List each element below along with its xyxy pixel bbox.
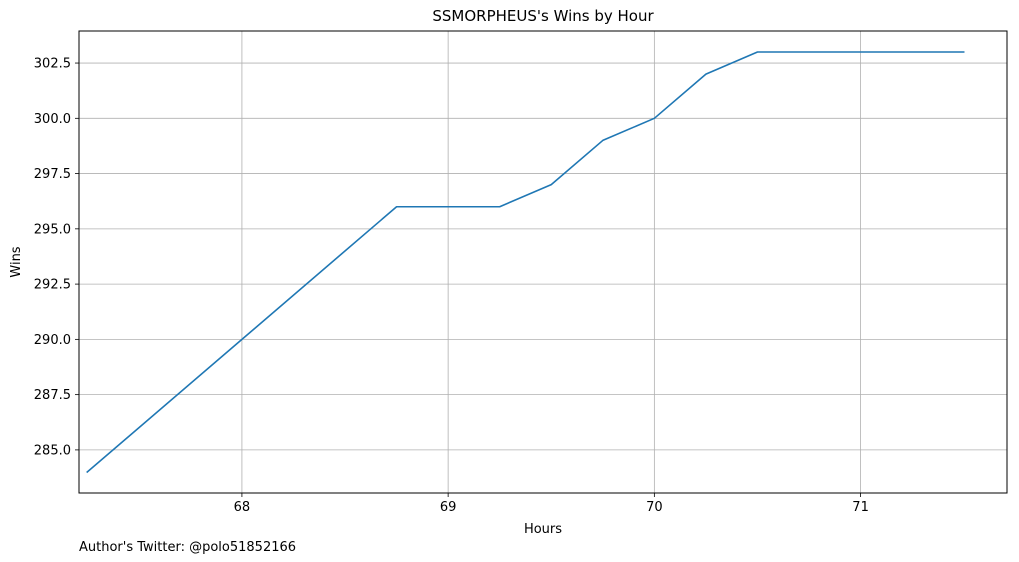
- chart-title: SSMORPHEUS's Wins by Hour: [432, 7, 654, 25]
- x-tick-label: 69: [440, 500, 457, 515]
- y-tick-label: 300.0: [34, 112, 71, 127]
- y-tick-label: 295.0: [34, 222, 71, 237]
- plot-area-frame: [78, 30, 1008, 494]
- y-tick-label: 287.5: [34, 388, 71, 403]
- y-tick-label: 297.5: [34, 167, 71, 182]
- y-tick-label: 290.0: [34, 333, 71, 348]
- author-twitter-footer: Author's Twitter: @polo51852166: [79, 540, 296, 555]
- y-axis-label: Wins: [9, 246, 24, 277]
- axis-ticks: 68 69 70 71 285.0 287.5 290.0 292.5 295.0 297.5 30…: [34, 57, 869, 515]
- wins-series-line: [86, 51, 965, 474]
- x-tick-label: 71: [852, 500, 869, 515]
- x-axis-label: Hours: [524, 522, 562, 537]
- y-tick-label: 302.5: [34, 57, 71, 72]
- grid-lines: [79, 31, 1007, 493]
- y-tick-label: 285.0: [34, 443, 71, 458]
- x-tick-label: 70: [646, 500, 663, 515]
- x-tick-label: 68: [234, 500, 251, 515]
- y-tick-label: 292.5: [34, 278, 71, 293]
- series-layer: [86, 51, 965, 474]
